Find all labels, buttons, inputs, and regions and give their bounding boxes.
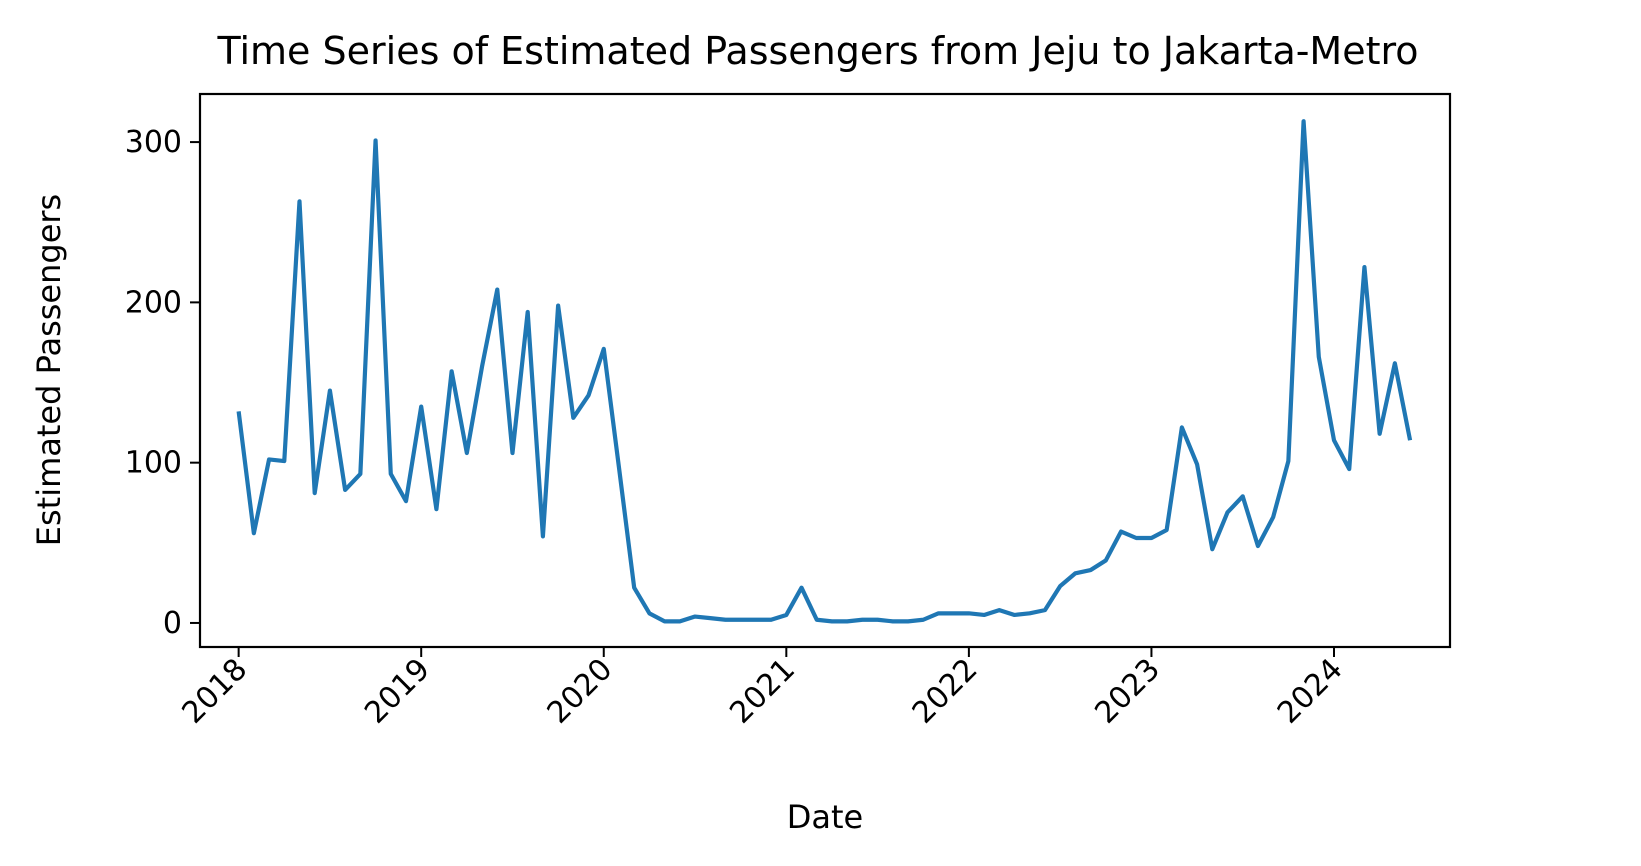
series-line (236, 119, 1413, 624)
x-axis-label: Date (787, 798, 863, 836)
chart-title: Time Series of Estimated Passengers from… (216, 29, 1418, 73)
y-axis: 0 100 200 300 (125, 125, 200, 641)
x-tick-label: 2022 (906, 652, 985, 731)
plot-area-frame (198, 92, 1452, 649)
x-axis: 2018 2019 2020 2021 2022 2023 2024 (176, 647, 1350, 731)
y-tick-label: 200 (125, 285, 182, 320)
x-tick-label: 2020 (541, 652, 620, 731)
y-axis-label: Estimated Passengers (30, 194, 68, 546)
series-layer (236, 119, 1413, 624)
x-tick-label: 2019 (358, 652, 437, 731)
x-tick-label: 2024 (1271, 652, 1350, 731)
y-tick-label: 100 (125, 446, 182, 481)
y-tick-label: 300 (125, 125, 182, 160)
x-tick-label: 2018 (176, 652, 255, 731)
x-tick-label: 2023 (1088, 652, 1167, 731)
x-tick-label: 2021 (723, 652, 802, 731)
y-tick-label: 0 (163, 606, 182, 641)
